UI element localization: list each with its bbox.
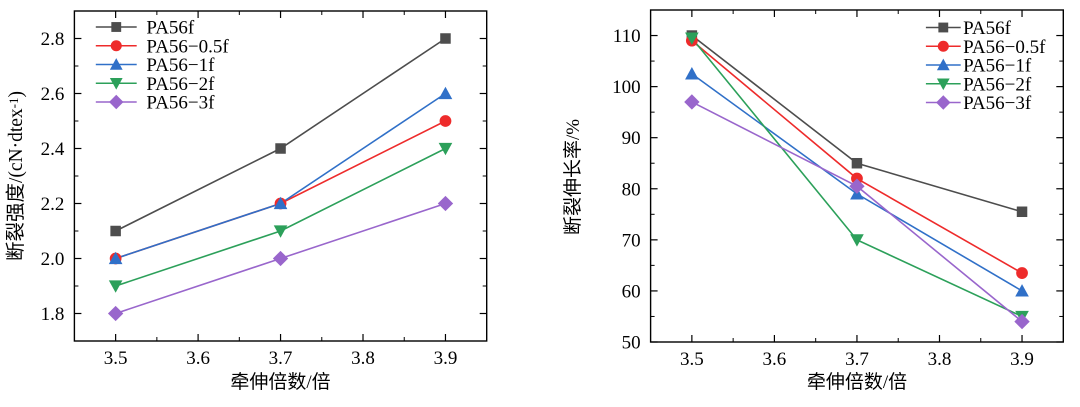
svg-text:2.0: 2.0 xyxy=(41,249,65,270)
svg-text:2.4: 2.4 xyxy=(41,139,65,160)
svg-text:2.8: 2.8 xyxy=(41,29,65,50)
svg-text:3.8: 3.8 xyxy=(351,348,375,369)
svg-text:1.8: 1.8 xyxy=(41,304,65,325)
svg-text:100: 100 xyxy=(612,77,641,98)
svg-text:牵伸倍数/倍: 牵伸倍数/倍 xyxy=(230,371,330,393)
svg-text:断裂强度/(cN·dtex-1): 断裂强度/(cN·dtex-1) xyxy=(5,91,27,261)
svg-text:3.6: 3.6 xyxy=(763,349,787,370)
svg-text:牵伸倍数/倍: 牵伸倍数/倍 xyxy=(807,371,907,393)
svg-text:2.2: 2.2 xyxy=(41,194,65,215)
svg-text:3.9: 3.9 xyxy=(434,348,458,369)
svg-text:PA56−3f: PA56−3f xyxy=(146,93,215,114)
svg-text:3.5: 3.5 xyxy=(104,348,128,369)
svg-text:60: 60 xyxy=(622,281,641,302)
svg-text:90: 90 xyxy=(622,128,641,149)
svg-text:3.9: 3.9 xyxy=(1010,349,1034,370)
svg-text:3.8: 3.8 xyxy=(928,349,952,370)
svg-text:110: 110 xyxy=(613,26,641,47)
svg-text:3.7: 3.7 xyxy=(269,348,293,369)
svg-text:70: 70 xyxy=(622,230,641,251)
svg-text:50: 50 xyxy=(622,333,641,354)
svg-text:2.6: 2.6 xyxy=(41,84,65,105)
svg-text:3.7: 3.7 xyxy=(845,349,869,370)
svg-text:3.5: 3.5 xyxy=(680,349,704,370)
svg-text:80: 80 xyxy=(622,179,641,200)
svg-text:断裂伸长率/%: 断裂伸长率/% xyxy=(562,119,584,235)
svg-text:PA56−3f: PA56−3f xyxy=(963,93,1032,114)
svg-text:3.6: 3.6 xyxy=(186,348,210,369)
